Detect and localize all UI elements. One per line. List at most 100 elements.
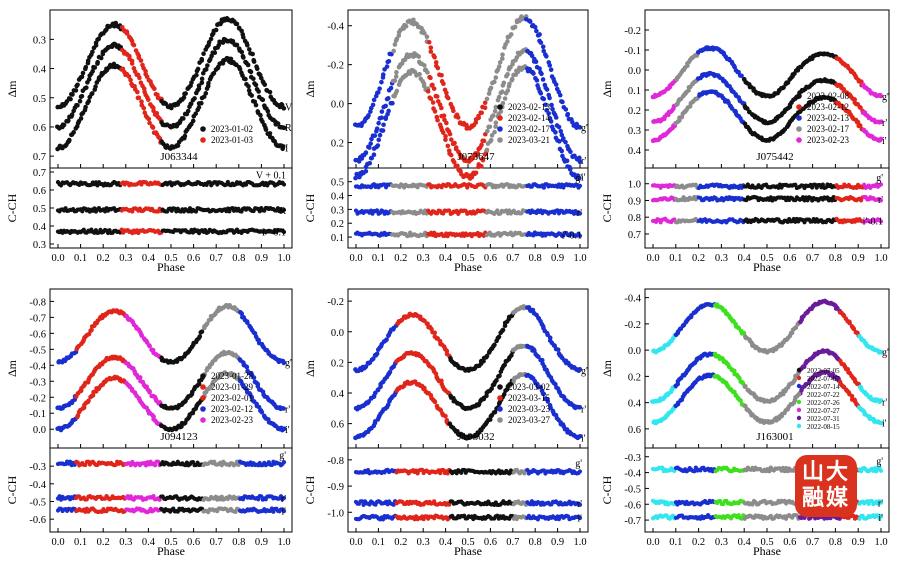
data-point bbox=[557, 139, 562, 144]
data-point bbox=[440, 130, 446, 135]
legend-marker bbox=[796, 104, 802, 110]
data-point bbox=[476, 113, 481, 119]
data-point bbox=[527, 19, 533, 24]
data-point bbox=[196, 83, 202, 88]
data-point bbox=[256, 89, 261, 94]
series-g-points bbox=[353, 304, 583, 374]
data-point bbox=[487, 124, 493, 130]
data-point bbox=[243, 76, 248, 82]
legend-label: 2023-02-12 bbox=[211, 404, 253, 414]
data-point bbox=[428, 49, 434, 54]
legend-label: 2023-02-13 bbox=[807, 113, 849, 123]
upper-frame bbox=[644, 9, 890, 169]
y-tick-label: 0.4 bbox=[628, 146, 642, 157]
x-tick-label: 0.9 bbox=[551, 253, 564, 264]
x-tick-label: 0.3 bbox=[119, 537, 132, 548]
data-point bbox=[77, 98, 83, 104]
data-point bbox=[558, 128, 564, 134]
band-label: r' bbox=[285, 404, 290, 415]
data-point bbox=[376, 120, 381, 126]
x-tick-label: 0.3 bbox=[417, 253, 430, 264]
y-axis-label: C-CH bbox=[303, 193, 317, 222]
data-point bbox=[403, 23, 409, 29]
data-point bbox=[377, 132, 383, 138]
data-point bbox=[417, 71, 422, 77]
data-point bbox=[185, 108, 191, 114]
data-point bbox=[452, 140, 457, 146]
data-point bbox=[61, 122, 67, 128]
data-point bbox=[447, 131, 453, 137]
legend-label: 2023-02-23 bbox=[211, 415, 253, 425]
residual-band-label: i'-0.1 bbox=[562, 230, 582, 241]
y-tick-label: 0.1 bbox=[331, 233, 344, 244]
data-point bbox=[251, 59, 257, 64]
data-point bbox=[152, 86, 157, 91]
data-point bbox=[385, 96, 391, 101]
y-tick-label: 0.0 bbox=[331, 100, 344, 111]
data-point bbox=[443, 413, 448, 419]
data-point bbox=[577, 469, 583, 474]
data-point bbox=[372, 133, 378, 138]
data-point bbox=[540, 77, 546, 82]
data-point bbox=[428, 45, 434, 50]
y-tick-label: -0.7 bbox=[29, 313, 46, 324]
data-point bbox=[376, 137, 382, 143]
data-point bbox=[212, 50, 218, 56]
data-point bbox=[560, 99, 565, 105]
y-tick-label: -0.5 bbox=[29, 345, 46, 356]
band-label: g' bbox=[882, 92, 889, 103]
data-point bbox=[128, 77, 133, 83]
y-tick-label: 0.4 bbox=[331, 389, 345, 400]
data-point bbox=[181, 95, 187, 100]
data-point bbox=[507, 81, 512, 87]
data-point bbox=[79, 93, 85, 99]
data-point bbox=[124, 31, 130, 36]
band-label: g' bbox=[581, 366, 588, 377]
legend-label: 2023-01-29 bbox=[211, 382, 253, 392]
data-point bbox=[553, 82, 559, 87]
y-tick-label: 0.4 bbox=[331, 192, 345, 203]
y-tick-label: 0.7 bbox=[33, 152, 46, 163]
data-point bbox=[69, 112, 75, 117]
data-point bbox=[188, 101, 194, 107]
residual-band-label: i'-0.1 bbox=[863, 217, 883, 228]
x-tick-label: 0.9 bbox=[852, 253, 865, 264]
data-point bbox=[386, 58, 392, 64]
y-tick-label: -0.4 bbox=[327, 22, 344, 33]
data-point bbox=[432, 399, 438, 405]
x-tick-label: 0.7 bbox=[210, 253, 223, 264]
data-point bbox=[199, 100, 204, 106]
legend-marker bbox=[200, 406, 206, 412]
residual-band-1 bbox=[353, 499, 583, 508]
data-point bbox=[193, 111, 199, 116]
data-point bbox=[537, 66, 542, 71]
upper-frame bbox=[347, 9, 589, 169]
data-point bbox=[432, 109, 438, 114]
y-tick-label: -1.0 bbox=[327, 508, 344, 519]
y-axis-label: Δm bbox=[303, 80, 317, 98]
band-label: I bbox=[285, 143, 288, 154]
data-point bbox=[492, 108, 498, 114]
panel-title: J105032 bbox=[457, 431, 494, 443]
legend-marker bbox=[200, 417, 206, 423]
data-point bbox=[469, 174, 475, 180]
data-point bbox=[126, 74, 132, 79]
residual-band-1 bbox=[650, 194, 884, 203]
y-tick-label: 0.6 bbox=[33, 186, 46, 197]
data-point bbox=[199, 56, 205, 62]
data-point bbox=[86, 98, 92, 104]
data-point bbox=[83, 104, 88, 110]
data-point bbox=[428, 75, 433, 81]
y-tick-label: 0.6 bbox=[33, 123, 46, 134]
x-tick-label: 1.0 bbox=[573, 253, 586, 264]
data-point bbox=[249, 93, 255, 98]
data-point bbox=[547, 95, 552, 101]
panel-title: J075442 bbox=[756, 151, 793, 163]
data-point bbox=[431, 86, 437, 91]
data-point bbox=[550, 106, 555, 112]
data-point bbox=[363, 168, 369, 174]
data-point bbox=[484, 147, 490, 153]
data-point bbox=[267, 131, 273, 136]
data-point bbox=[553, 115, 559, 120]
